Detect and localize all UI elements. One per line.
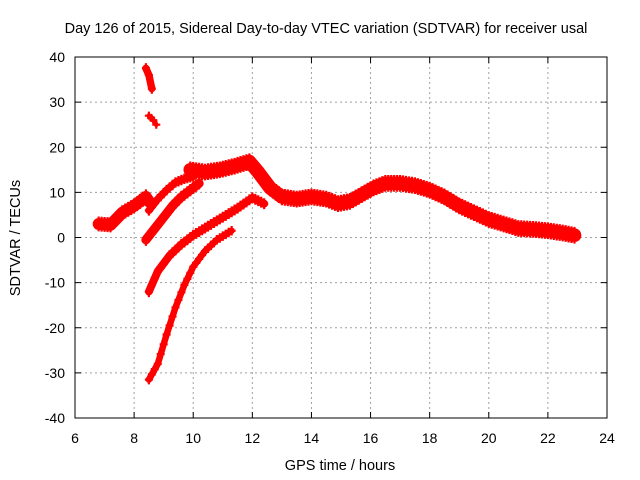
series-main-long-arc [183,153,582,244]
x-tick-label: 18 [422,430,438,446]
data-point-marker [177,287,186,298]
y-tick-label: 10 [49,184,65,200]
data-point-marker [141,63,150,74]
data-point-marker [147,369,156,380]
y-tick-label: 0 [57,230,65,246]
x-axis-label: GPS time / hours [285,458,395,474]
x-tick-label: 8 [130,430,138,446]
data-point-marker [260,198,269,210]
x-tick-label: 16 [363,430,379,446]
series-second-arc [141,177,204,246]
data-point-marker [165,320,174,331]
y-tick-label: 40 [49,49,65,65]
x-tick-label: 20 [481,430,497,446]
data-point-marker [171,302,180,313]
y-tick-label: 20 [49,139,65,155]
data-point-marker [195,177,204,190]
tick-layer: 6 8 10 12 14 16 18 20 22 24 -40 -30 -20 -10 0 10 20 30 40 [45,49,615,446]
series-lowest-arc [144,225,236,385]
data-point-marker [227,225,236,236]
data-point-marker [180,280,189,290]
data-point-marker [174,295,183,305]
y-axis-label: SDTVAR / TECUs [8,180,24,296]
data-point-marker [186,268,195,278]
data-point-marker [183,274,192,284]
x-tick-label: 6 [71,430,79,446]
chart-title: Day 126 of 2015, Sidereal Day-to-day VTE… [65,21,588,37]
series-third-arc [144,192,269,298]
data-point-marker [168,311,177,322]
data-point-marker [570,226,579,244]
series-early-upper-arc [92,189,155,233]
data-point-marker [156,349,165,359]
data-point-marker [144,69,153,81]
series-top-outlier-b [144,111,161,129]
series-layer [92,63,582,385]
data-point-marker [147,83,156,94]
y-tick-label: -20 [45,320,65,336]
data-point-marker [153,359,162,369]
data-point-marker [159,339,168,350]
y-tick-label: -30 [45,365,65,381]
x-tick-label: 24 [599,430,615,446]
data-point-marker [144,374,153,385]
data-point-marker [150,364,159,374]
y-tick-label: 30 [49,94,65,110]
x-tick-label: 10 [185,430,201,446]
y-tick-label: -40 [45,410,65,426]
data-point-marker [149,116,158,125]
x-tick-label: 12 [245,430,261,446]
x-tick-label: 14 [304,430,320,446]
data-point-marker [144,286,153,298]
data-point-marker [147,279,156,291]
series-top-outlier-a [141,63,156,94]
data-point-marker [162,329,171,340]
y-tick-label: -10 [45,275,65,291]
x-tick-label: 22 [540,430,556,446]
data-point-marker [152,120,161,129]
data-point-marker [150,272,159,284]
grid-layer [75,57,607,418]
